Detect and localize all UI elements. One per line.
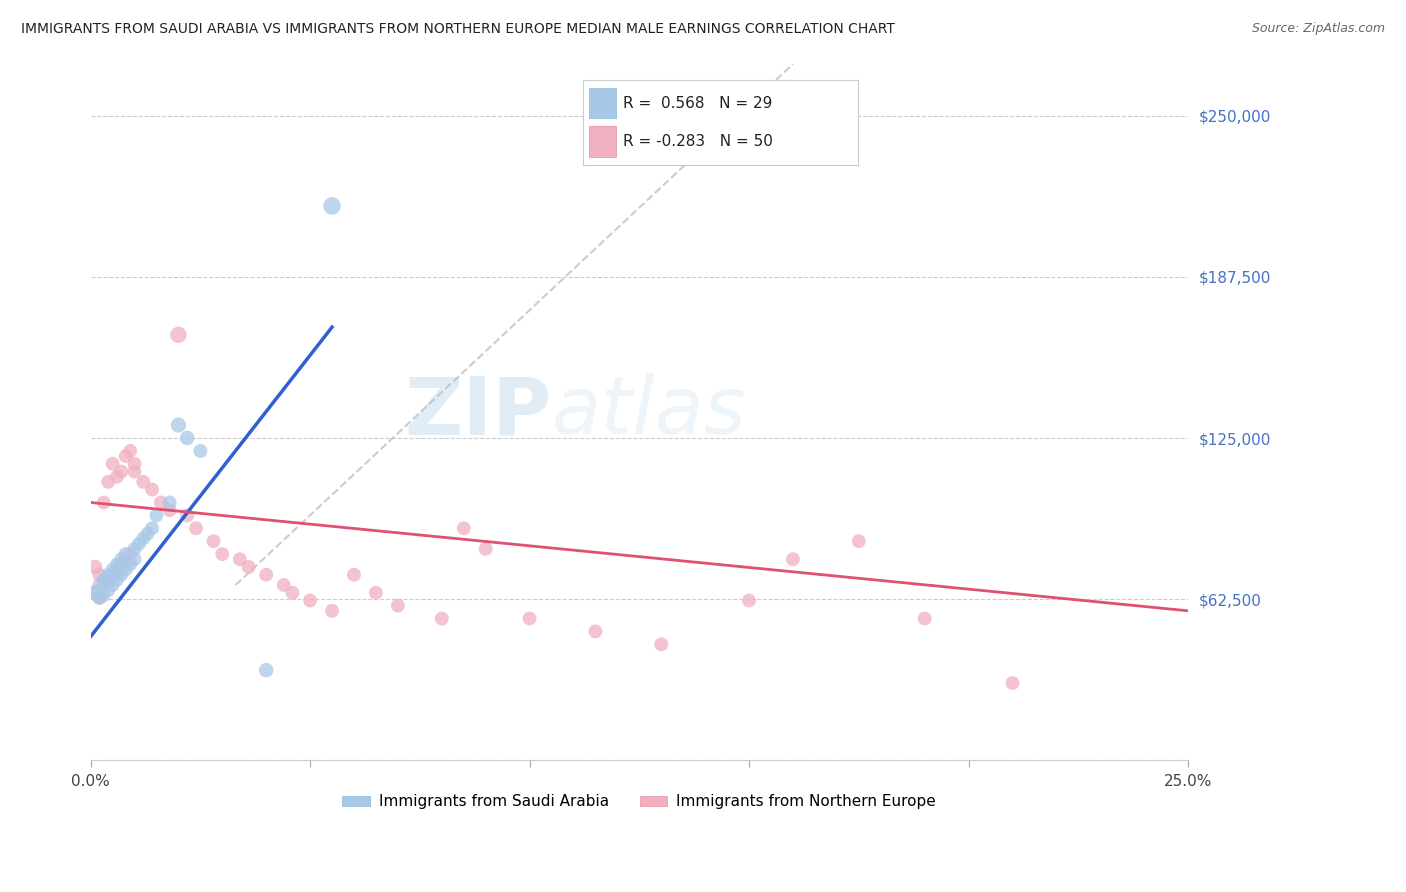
Point [93, 495, 115, 509]
Point [299, 593, 322, 607]
Point [124, 465, 146, 479]
Point [124, 552, 146, 566]
Point [97, 573, 120, 587]
Point [101, 562, 124, 576]
Point [114, 547, 136, 561]
Point [114, 562, 136, 576]
Point [120, 444, 142, 458]
Point [93, 573, 115, 587]
Point [105, 469, 128, 483]
Point [145, 508, 167, 523]
Point [101, 578, 124, 592]
Point [128, 537, 150, 551]
Point [93, 578, 115, 592]
Point [254, 663, 277, 677]
Point [238, 560, 260, 574]
Point [738, 593, 761, 607]
Point [167, 418, 190, 433]
Point [120, 547, 142, 561]
Point [105, 562, 128, 576]
Legend: Immigrants from Saudi Arabia, Immigrants from Northern Europe: Immigrants from Saudi Arabia, Immigrants… [336, 789, 942, 815]
Point [84, 560, 107, 574]
Point [110, 552, 132, 566]
Point [141, 483, 163, 497]
Point [105, 573, 128, 587]
Text: Source: ZipAtlas.com: Source: ZipAtlas.com [1251, 22, 1385, 36]
Point [229, 552, 252, 566]
Point [387, 599, 409, 613]
Point [176, 431, 198, 445]
Text: IMMIGRANTS FROM SAUDI ARABIA VS IMMIGRANTS FROM NORTHERN EUROPE MEDIAN MALE EARN: IMMIGRANTS FROM SAUDI ARABIA VS IMMIGRAN… [21, 22, 896, 37]
Point [167, 327, 190, 342]
Point [364, 586, 387, 600]
Point [211, 547, 233, 561]
Point [453, 521, 475, 535]
Point [97, 475, 120, 489]
Point [114, 449, 136, 463]
Point [848, 534, 870, 549]
Point [254, 567, 277, 582]
Point [176, 508, 198, 523]
Point [430, 611, 453, 625]
Point [84, 586, 107, 600]
Point [101, 567, 124, 582]
Point [914, 611, 936, 625]
Point [159, 503, 181, 517]
Point [149, 495, 172, 509]
Point [114, 552, 136, 566]
Point [583, 624, 606, 639]
Point [110, 465, 132, 479]
Point [89, 591, 111, 605]
Point [120, 558, 142, 572]
Point [84, 586, 107, 600]
Point [474, 541, 496, 556]
Point [110, 558, 132, 572]
Point [105, 558, 128, 572]
Point [132, 475, 155, 489]
Point [124, 457, 146, 471]
Point [650, 637, 672, 651]
Bar [589, 126, 616, 157]
Point [89, 578, 111, 592]
Point [141, 521, 163, 535]
Point [110, 567, 132, 582]
Point [97, 583, 120, 598]
Point [101, 457, 124, 471]
Text: R =  0.568   N = 29: R = 0.568 N = 29 [623, 95, 773, 111]
Point [89, 567, 111, 582]
Point [1001, 676, 1024, 690]
Point [321, 199, 343, 213]
Point [93, 588, 115, 602]
Text: atlas: atlas [551, 373, 747, 451]
Point [89, 591, 111, 605]
Bar [589, 88, 616, 119]
Point [136, 526, 159, 541]
Point [281, 586, 304, 600]
Point [132, 532, 155, 546]
Point [343, 567, 366, 582]
Point [188, 444, 211, 458]
Text: ZIP: ZIP [405, 373, 551, 451]
Point [321, 604, 343, 618]
Point [97, 567, 120, 582]
Point [519, 611, 541, 625]
Point [202, 534, 225, 549]
Point [782, 552, 804, 566]
Point [124, 541, 146, 556]
Text: R = -0.283   N = 50: R = -0.283 N = 50 [623, 134, 773, 149]
Point [159, 495, 181, 509]
Point [184, 521, 207, 535]
Point [273, 578, 295, 592]
